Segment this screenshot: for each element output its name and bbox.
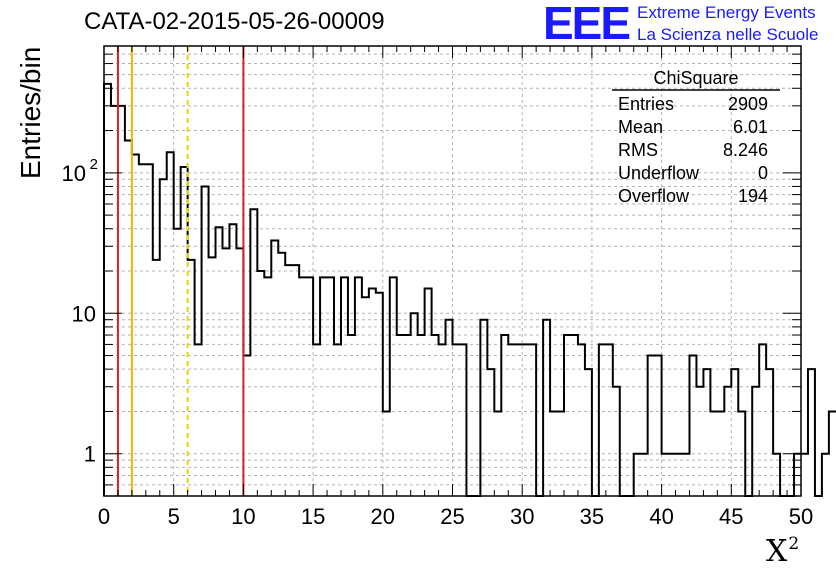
x-tick-label: 20 (371, 504, 395, 529)
stats-value: 0 (758, 163, 768, 183)
stats-label: Entries (618, 94, 674, 114)
x-axis-label: X2 (766, 534, 799, 569)
x-tick-label: 5 (168, 504, 180, 529)
x-tick-label: 45 (719, 504, 743, 529)
y-tick-exponent: 2 (90, 156, 98, 173)
x-tick-label: 0 (98, 504, 110, 529)
eee-logo: EEE (543, 0, 631, 49)
stats-label: Mean (618, 117, 663, 137)
x-tick-label: 50 (789, 504, 813, 529)
stats-value: 2909 (728, 94, 768, 114)
y-tick-label: 10 (62, 161, 86, 186)
x-tick-label: 40 (649, 504, 673, 529)
stats-box: ChiSquare Entries 2909 Mean 6.01 RMS 8.246 Unde… (612, 68, 780, 206)
stats-value: 6.01 (733, 117, 768, 137)
stats-label: RMS (618, 140, 658, 160)
x-tick-label: 10 (231, 504, 255, 529)
stats-box-title: ChiSquare (653, 68, 738, 88)
y-tick-label: 1 (84, 442, 96, 467)
x-axis-label-exponent: 2 (788, 534, 800, 554)
y-tick-label: 10 (72, 301, 96, 326)
x-axis-label-text: X (766, 534, 788, 569)
logo-tagline-1: Extreme Energy Events (637, 3, 816, 22)
stats-label: Overflow (618, 186, 690, 206)
stats-value: 8.246 (723, 140, 768, 160)
histogram-series (103, 82, 836, 497)
x-tick-label: 35 (580, 504, 604, 529)
x-tick-label: 30 (510, 504, 534, 529)
x-tick-label: 25 (440, 504, 464, 529)
logo-tagline-2: La Scienza nelle Scuole (637, 25, 819, 44)
stats-label: Underflow (618, 163, 700, 183)
x-tick-label: 15 (301, 504, 325, 529)
x-axis-ticks: 0 5 10 15 20 25 30 35 40 45 50 (98, 46, 813, 529)
grid-lines (104, 46, 801, 496)
chart-title: CATA-02-2015-05-26-00009 (84, 8, 385, 35)
stats-value: 194 (738, 186, 768, 206)
